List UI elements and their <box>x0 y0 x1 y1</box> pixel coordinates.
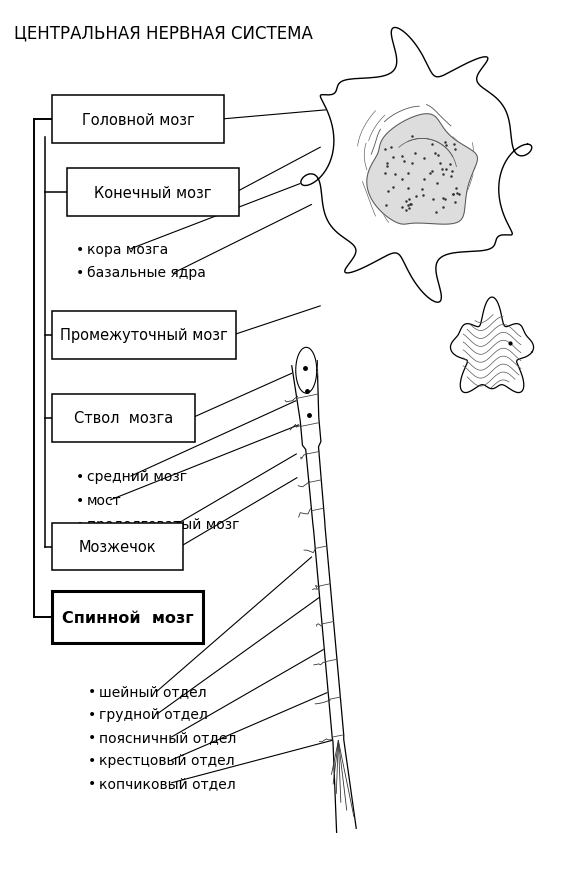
Polygon shape <box>450 298 533 393</box>
FancyBboxPatch shape <box>52 523 183 571</box>
Polygon shape <box>301 28 532 303</box>
Text: ЦЕНТРАЛЬНАЯ НЕРВНАЯ СИСТЕМА: ЦЕНТРАЛЬНАЯ НЕРВНАЯ СИСТЕМА <box>15 25 313 43</box>
FancyBboxPatch shape <box>67 169 239 217</box>
Text: •: • <box>88 730 96 744</box>
Text: •: • <box>76 470 84 484</box>
FancyBboxPatch shape <box>52 591 202 644</box>
Text: средний мозг: средний мозг <box>87 470 188 484</box>
Text: •: • <box>88 776 96 789</box>
Text: •: • <box>88 753 96 767</box>
Text: Конечный мозг: Конечный мозг <box>94 185 212 200</box>
FancyBboxPatch shape <box>52 96 224 144</box>
Text: продолговатый мозг: продолговатый мозг <box>87 517 240 531</box>
Text: Спинной  мозг: Спинной мозг <box>62 610 193 625</box>
Text: •: • <box>76 517 84 531</box>
Text: Мозжечок: Мозжечок <box>79 540 156 555</box>
Text: крестцовый отдел: крестцовый отдел <box>99 753 235 767</box>
Text: Ствол  мозга: Ствол мозга <box>74 411 173 426</box>
Polygon shape <box>292 361 356 833</box>
FancyBboxPatch shape <box>52 394 195 442</box>
Text: поясничный отдел: поясничный отдел <box>99 730 236 744</box>
Text: копчиковый отдел: копчиковый отдел <box>99 776 236 789</box>
Text: кора мозга: кора мозга <box>87 242 169 256</box>
Text: •: • <box>76 494 84 507</box>
Text: шейный отдел: шейный отдел <box>99 684 206 698</box>
Text: Промежуточный мозг: Промежуточный мозг <box>60 328 228 343</box>
Polygon shape <box>296 348 317 393</box>
FancyBboxPatch shape <box>52 312 236 360</box>
Text: мост: мост <box>87 494 122 507</box>
Text: базальные ядра: базальные ядра <box>87 266 206 280</box>
Text: •: • <box>88 684 96 698</box>
Text: •: • <box>88 707 96 721</box>
Text: Головной мозг: Головной мозг <box>82 113 195 128</box>
Text: грудной отдел: грудной отдел <box>99 707 208 721</box>
Text: •: • <box>76 242 84 256</box>
Text: •: • <box>76 266 84 280</box>
Polygon shape <box>367 114 477 225</box>
